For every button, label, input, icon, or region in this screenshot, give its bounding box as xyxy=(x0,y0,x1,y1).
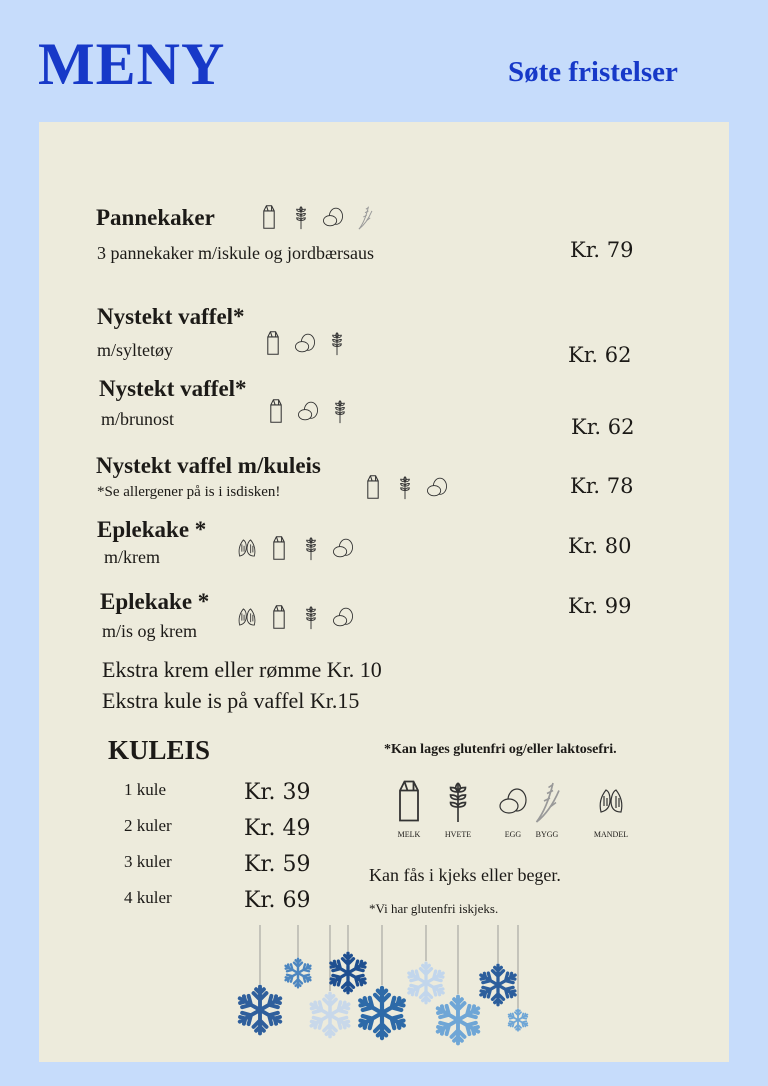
legend-label: MELK xyxy=(397,830,421,839)
item-price: Kr. 99 xyxy=(568,594,632,618)
item-name: Nystekt vaffel* xyxy=(99,376,247,401)
snowflake-icon xyxy=(478,965,518,1005)
kuleis-label: 4 kuler xyxy=(124,888,172,907)
item-description: *Se allergener på is i isdisken! xyxy=(97,484,281,500)
legend-label: EGG xyxy=(504,830,522,839)
milk-icon xyxy=(268,535,290,561)
allergen-icons xyxy=(265,398,351,424)
wheat-icon xyxy=(443,778,473,824)
milk-icon xyxy=(258,204,280,230)
kuleis-label: 1 kule xyxy=(124,780,167,799)
almond-icon xyxy=(596,778,626,824)
wheat-icon xyxy=(394,474,416,500)
allergen-icons xyxy=(362,474,448,500)
snowflake-icon xyxy=(328,953,368,993)
item-name: Nystekt vaffel m/kuleis xyxy=(96,453,321,478)
item-description: m/syltetøy xyxy=(97,340,173,360)
legend-item: MELK xyxy=(384,778,434,839)
wheat-icon xyxy=(300,535,322,561)
kuleis-label: 3 kuler xyxy=(124,852,172,871)
item-price: Kr. 62 xyxy=(571,415,635,439)
item-price: Kr. 62 xyxy=(568,343,632,367)
legend-label: MANDEL xyxy=(593,830,629,839)
snowflake-icon xyxy=(308,993,351,1036)
extra-line: Ekstra kule is på vaffel Kr.15 xyxy=(102,688,360,713)
page-title: MENY xyxy=(38,31,226,97)
egg-icon xyxy=(332,604,354,630)
egg-icon xyxy=(297,398,319,424)
cone-note: Kan fås i kjeks eller beger. xyxy=(369,865,561,885)
almond-icon xyxy=(236,604,258,630)
wheat-icon xyxy=(329,398,351,424)
item-price: Kr. 79 xyxy=(570,238,634,262)
milk-icon xyxy=(265,398,287,424)
legend-item: BYGG xyxy=(522,778,572,839)
item-price: Kr. 78 xyxy=(570,474,634,498)
legend-item: MANDEL xyxy=(586,778,636,839)
kuleis-title: KULEIS xyxy=(108,735,211,765)
legend-item: HVETE xyxy=(433,778,483,839)
wheat-icon xyxy=(290,204,312,230)
kuleis-price: Kr. 69 xyxy=(244,888,311,913)
kuleis-price: Kr. 59 xyxy=(244,852,311,877)
snowflake-icon xyxy=(284,959,313,988)
snowflake-icon xyxy=(434,997,481,1044)
allergen-icons xyxy=(262,330,348,356)
item-description: m/brunost xyxy=(101,409,175,429)
item-description: m/krem xyxy=(104,547,160,567)
egg-icon xyxy=(426,474,448,500)
wheat-icon xyxy=(326,330,348,356)
egg-icon xyxy=(294,330,316,356)
item-name: Pannekaker xyxy=(96,205,215,230)
snowflake-icon xyxy=(406,963,446,1003)
extra-line: Ekstra krem eller rømme Kr. 10 xyxy=(102,657,382,682)
snowflake-icon xyxy=(357,988,408,1038)
allergen-icons xyxy=(258,204,376,230)
gluten-lactose-note: *Kan lages glutenfri og/eller laktosefri… xyxy=(384,742,617,757)
allergen-icons xyxy=(236,604,354,630)
item-price: Kr. 80 xyxy=(568,534,632,558)
snowflake-icon xyxy=(507,1009,529,1031)
milk-icon xyxy=(262,330,284,356)
item-name: Nystekt vaffel* xyxy=(97,304,245,329)
item-name: Eplekake * xyxy=(97,517,207,542)
kuleis-label: 2 kuler xyxy=(124,816,172,835)
gluten-free-cone-note: *Vi har glutenfri iskjeks. xyxy=(369,901,499,916)
item-description: m/is og krem xyxy=(102,621,197,641)
snowflake-decoration xyxy=(230,925,530,1055)
page-subtitle: Søte fristelser xyxy=(508,56,678,88)
allergen-icons xyxy=(236,535,354,561)
kuleis-price: Kr. 39 xyxy=(244,780,311,805)
item-description: 3 pannekaker m/iskule og jordbærsaus xyxy=(97,243,374,263)
milk-icon xyxy=(268,604,290,630)
snowflake-icon xyxy=(236,987,283,1034)
legend-label: HVETE xyxy=(444,830,472,839)
milk-icon xyxy=(362,474,384,500)
barley-icon xyxy=(354,204,376,230)
egg-icon xyxy=(332,535,354,561)
legend-label: BYGG xyxy=(535,830,559,839)
almond-icon xyxy=(236,535,258,561)
barley-icon xyxy=(532,778,562,824)
menu-panel xyxy=(39,122,729,1062)
milk-icon xyxy=(394,778,424,824)
wheat-icon xyxy=(300,604,322,630)
item-name: Eplekake * xyxy=(100,589,210,614)
kuleis-price: Kr. 49 xyxy=(244,816,311,841)
egg-icon xyxy=(322,204,344,230)
legend-item: EGG xyxy=(488,778,538,839)
